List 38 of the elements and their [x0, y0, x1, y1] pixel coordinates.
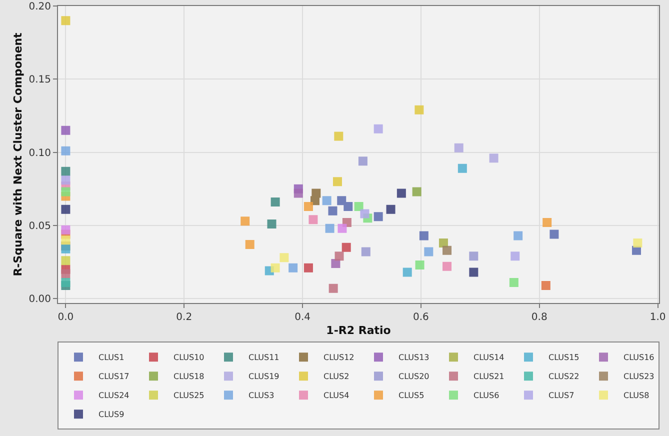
legend-label: CLUS11 — [248, 353, 280, 362]
legend-label: CLUS2 — [324, 372, 350, 382]
legend-label: CLUS14 — [474, 353, 504, 362]
legend-label: CLUS21 — [474, 372, 504, 382]
legend-label: CLUS22 — [548, 372, 580, 382]
legend-label: CLUS8 — [624, 391, 650, 400]
x-tick-label: 0.8 — [531, 312, 548, 323]
legend-label: CLUS9 — [98, 410, 124, 420]
y-tick-label: 0.15 — [28, 74, 51, 86]
legend-label: CLUS6 — [474, 391, 500, 400]
legend-label: CLUS20 — [398, 372, 430, 382]
x-tick-label: 0.2 — [176, 312, 192, 323]
y-axis-title: R-Square with Next Cluster Component — [11, 32, 24, 276]
x-tick-label: 0.6 — [413, 312, 429, 323]
y-tick-label: 0.20 — [28, 2, 51, 12]
legend-label: CLUS13 — [398, 353, 430, 362]
legend-label: CLUS10 — [174, 353, 204, 362]
x-tick-label: 0.0 — [58, 312, 74, 323]
y-tick-label: 0.10 — [28, 148, 51, 159]
legend-label: CLUS5 — [398, 391, 424, 400]
legend-label: CLUS1 — [98, 353, 124, 362]
legend-label: CLUS25 — [174, 391, 204, 400]
legend-label: CLUS18 — [174, 372, 204, 382]
x-axis-title: 1-R2 Ratio — [326, 324, 392, 338]
legend-label: CLUS23 — [624, 372, 654, 382]
legend-label: CLUS4 — [324, 391, 350, 400]
legend-label: CLUS16 — [624, 353, 654, 362]
legend-label: CLUS7 — [548, 391, 574, 400]
legend-label: CLUS12 — [324, 353, 354, 362]
x-tick-label: 0.4 — [294, 312, 310, 323]
legend-label: CLUS3 — [248, 391, 274, 400]
legend-label: CLUS24 — [98, 391, 130, 400]
x-tick-label: 1.0 — [650, 312, 666, 323]
y-tick-label: 0.00 — [28, 294, 51, 306]
legend-label: CLUS15 — [548, 353, 580, 362]
y-tick-label: 0.05 — [28, 220, 51, 232]
legend-label: CLUS19 — [248, 372, 280, 382]
legend-label: CLUS17 — [98, 372, 130, 382]
